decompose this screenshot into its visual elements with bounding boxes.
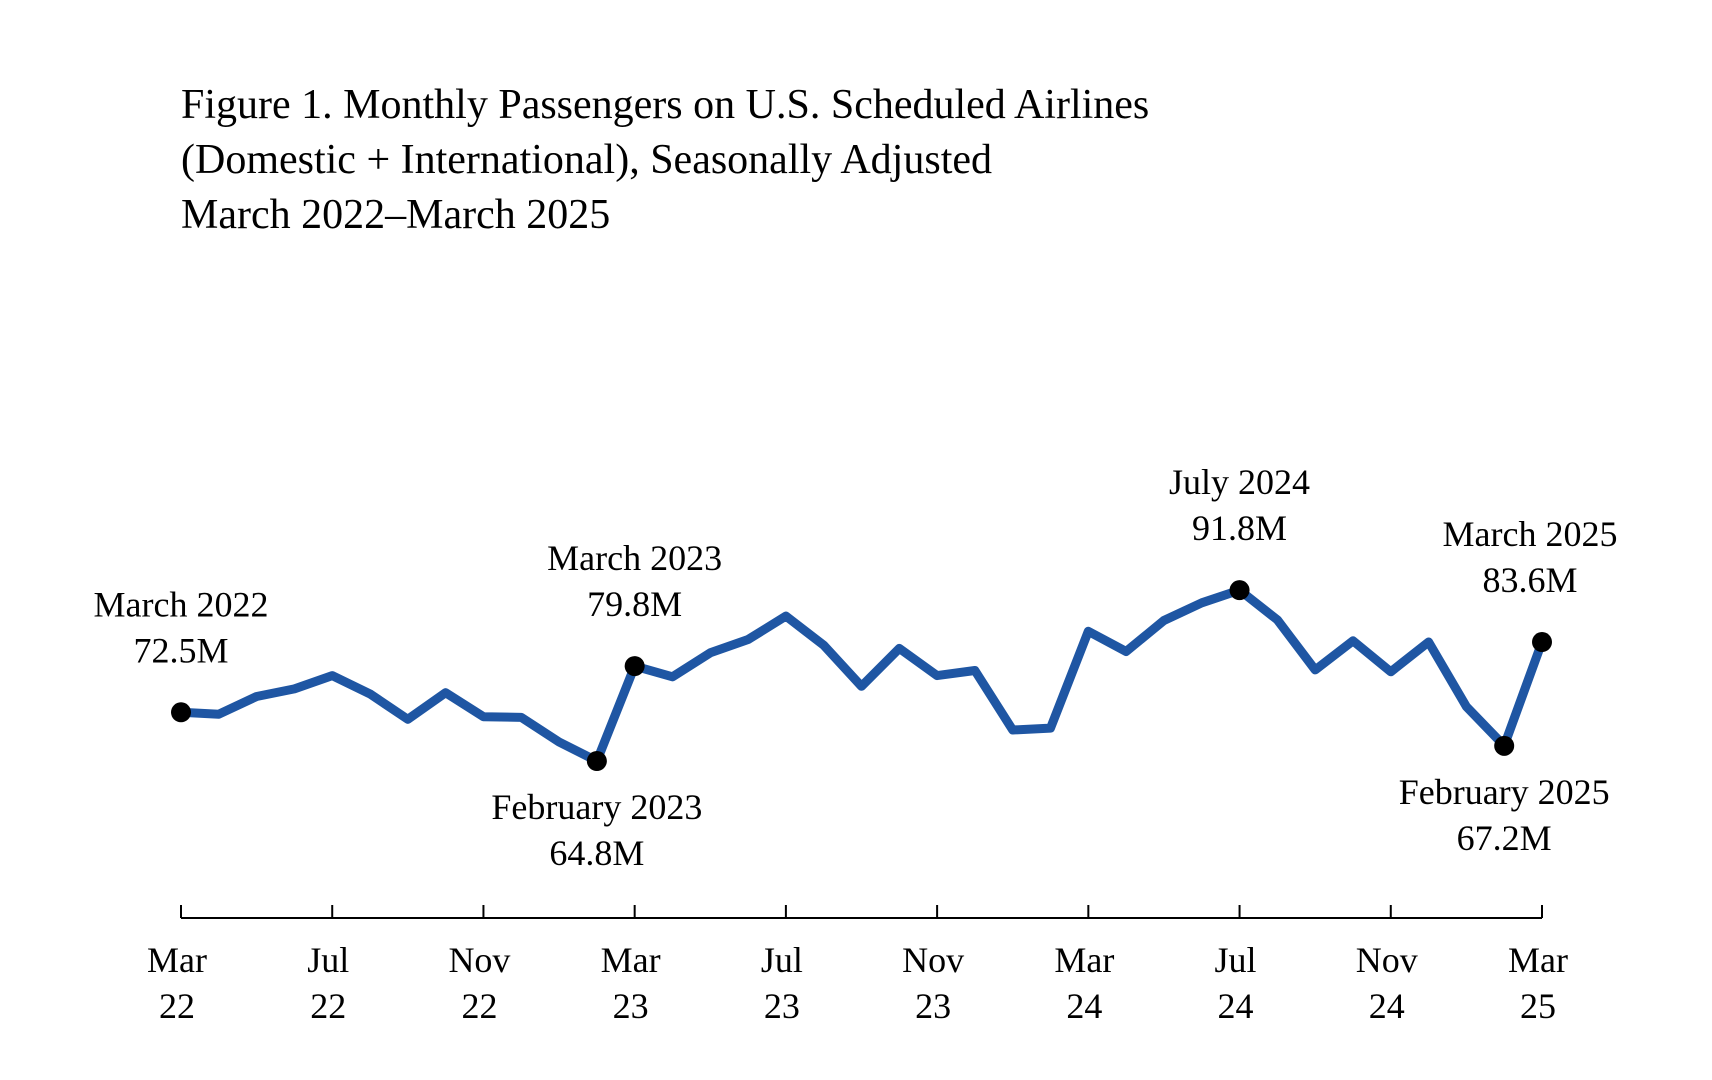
x-tick-label-year: 22 [159, 986, 195, 1026]
x-tick-label-year: 23 [915, 986, 951, 1026]
x-tick-label-month: Jul [307, 940, 349, 980]
x-tick-label-month: Nov [902, 940, 964, 980]
annotation-value-label: 79.8M [587, 584, 682, 624]
annotation-marker [624, 656, 645, 677]
annotation-date-label: March 2023 [547, 538, 722, 578]
chart-title-line-3: March 2022–March 2025 [181, 192, 611, 238]
annotation-date-label: March 2025 [1443, 514, 1618, 554]
annotation-label-layer: March 2022 72.5M February 2023 64.8M March 2… [94, 462, 1618, 873]
x-tick-label-month: Mar [147, 940, 207, 980]
annotation-value-label: 67.2M [1457, 818, 1552, 858]
series-line-layer [176, 585, 1547, 766]
x-tick-label-year: 24 [1369, 986, 1405, 1026]
x-tick-label-year: 24 [1066, 986, 1102, 1026]
x-tick-label-year: 24 [1218, 986, 1254, 1026]
annotation-value-label: 83.6M [1482, 560, 1577, 600]
x-tick-label-year: 23 [764, 986, 800, 1026]
x-tick-label-month: Mar [1054, 940, 1114, 980]
annotation-date-label: July 2024 [1169, 462, 1310, 502]
x-tick-label-month: Nov [1356, 940, 1418, 980]
x-tick-label-year: 25 [1520, 986, 1556, 1026]
annotation-marker [586, 751, 607, 772]
x-tick-label-month: Jul [1215, 940, 1257, 980]
annotation-value-label: 91.8M [1192, 508, 1287, 548]
annotation-value-label: 64.8M [549, 833, 644, 873]
annotation-date-label: March 2022 [94, 584, 269, 624]
chart-title: Figure 1. Monthly Passengers on U.S. Sch… [181, 78, 1149, 243]
x-tick-label-year: 23 [613, 986, 649, 1026]
annotation-marker [1494, 735, 1515, 756]
chart-title-line-1: Figure 1. Monthly Passengers on U.S. Sch… [181, 82, 1150, 128]
annotation-date-label: February 2023 [491, 787, 702, 827]
annotation-marker [1229, 580, 1250, 601]
chart-title-line-2: (Domestic + International), Seasonally A… [181, 137, 993, 183]
x-tick-label-month: Nov [448, 940, 510, 980]
annotation-marker-layer [171, 580, 1552, 772]
annotation-date-label: February 2025 [1399, 772, 1610, 812]
x-tick-label-month: Mar [601, 940, 661, 980]
annotation-marker [171, 702, 191, 723]
x-tick-label-month: Mar [1508, 940, 1568, 980]
x-tick-label-year: 22 [310, 986, 346, 1026]
x-tick-label-month: Jul [761, 940, 803, 980]
annotation-value-label: 72.5M [133, 630, 228, 670]
x-axis: Mar 22 Jul 22 Nov 22 Mar 23 Jul 23 Nov 23 Mar 24 Jul 24… [147, 905, 1568, 1026]
annotation-marker [1532, 632, 1552, 653]
x-tick-label-year: 22 [461, 986, 497, 1026]
series-line-monthly-passengers [176, 585, 1547, 766]
